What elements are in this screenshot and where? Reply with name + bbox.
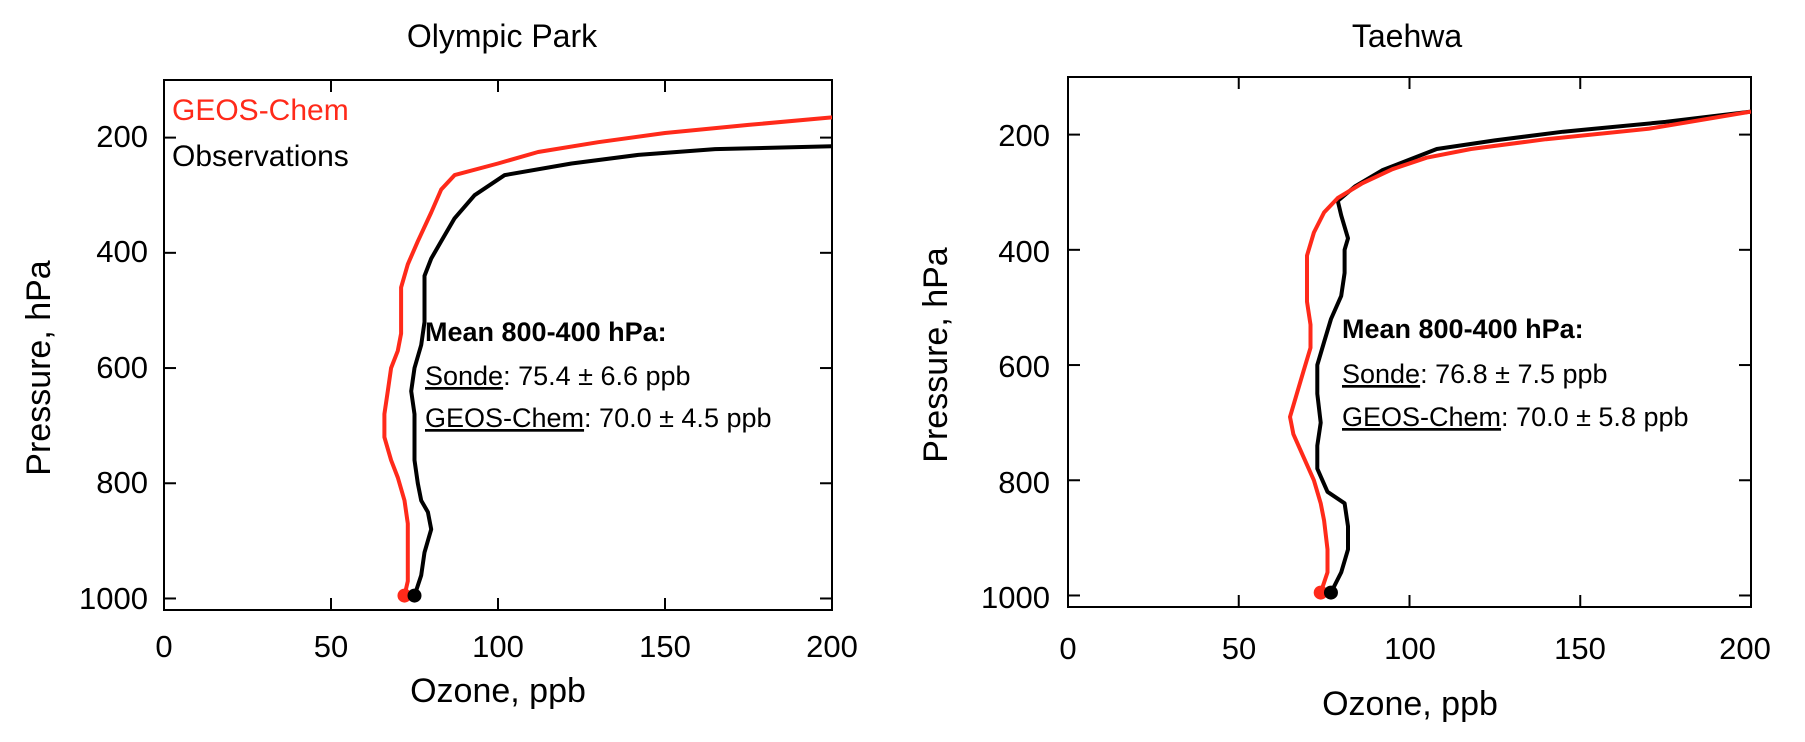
annotation-line-geos-chem: GEOS-Chem: 70.0 ± 5.8 ppb	[1342, 402, 1689, 432]
series-line-geos-chem-taehwa	[1288, 109, 1751, 594]
x-axis-label-olympic-park: Ozone, ppb	[410, 672, 586, 710]
x-axis-label-taehwa: Ozone, ppb	[1322, 685, 1498, 723]
x-tick-label: 200	[1719, 631, 1771, 666]
series-line-observations-taehwa	[1315, 109, 1751, 594]
annotation-value-sonde: : 75.4 ± 6.6 ppb	[503, 361, 690, 391]
series-line-geos-chem-olympic-park	[382, 115, 832, 597]
annotation-olympic-park: Mean 800-400 hPa: Sonde: 75.4 ± 6.6 ppb …	[425, 317, 772, 433]
series-olympic-park	[382, 115, 832, 603]
annotation-heading: Mean 800-400 hPa:	[1342, 314, 1584, 344]
y-axis-label-olympic-park: Pressure, hPa	[20, 260, 58, 476]
chart-title-taehwa: Taehwa	[1352, 18, 1463, 54]
y-tick-labels-olympic-park: 200 400 600 800 1000	[79, 119, 148, 616]
y-tick-label: 1000	[981, 580, 1050, 615]
tick-marks-olympic-park	[163, 80, 833, 610]
y-tick-label: 600	[998, 349, 1050, 384]
surface-marker-geos-chem	[397, 588, 412, 603]
surface-marker-observations	[1323, 585, 1338, 600]
annotation-label-sonde: Sonde	[425, 361, 503, 391]
y-tick-label: 200	[998, 118, 1050, 153]
annotation-line-sonde: Sonde: 76.8 ± 7.5 ppb	[1342, 359, 1608, 389]
annotation-heading: Mean 800-400 hPa:	[425, 317, 667, 347]
panel-taehwa: Taehwa 200 400 600 800 1000 0 50 100 150…	[917, 18, 1771, 723]
annotation-taehwa: Mean 800-400 hPa: Sonde: 76.8 ± 7.5 ppb …	[1342, 314, 1689, 432]
x-tick-labels-taehwa: 0 50 100 150 200	[1059, 631, 1770, 666]
annotation-line-geos-chem: GEOS-Chem: 70.0 ± 4.5 ppb	[425, 403, 772, 433]
annotation-label-sonde: Sonde	[1342, 359, 1420, 389]
annotation-label-geos-chem: GEOS-Chem	[1342, 402, 1501, 432]
series-taehwa	[1288, 109, 1751, 600]
y-tick-label: 600	[96, 350, 148, 385]
x-tick-label: 50	[1222, 631, 1256, 666]
y-axis-label-taehwa: Pressure, hPa	[917, 247, 955, 463]
y-tick-label: 400	[998, 234, 1050, 269]
legend-item-observations: Observations	[172, 140, 349, 173]
x-tick-label: 100	[472, 629, 524, 664]
series-line-observations-olympic-park	[409, 144, 832, 597]
x-tick-labels-olympic-park: 0 50 100 150 200	[155, 629, 857, 664]
annotation-value-geos-chem: : 70.0 ± 4.5 ppb	[584, 403, 771, 433]
y-tick-label: 400	[96, 234, 148, 269]
x-tick-label: 0	[155, 629, 172, 664]
annotation-label-geos-chem: GEOS-Chem	[425, 403, 584, 433]
x-tick-label: 150	[639, 629, 691, 664]
chart-title-olympic-park: Olympic Park	[407, 18, 598, 54]
y-tick-label: 200	[96, 119, 148, 154]
y-tick-label: 800	[998, 465, 1050, 500]
y-tick-label: 800	[96, 465, 148, 500]
y-tick-label: 1000	[79, 581, 148, 616]
surface-marker-geos-chem	[1313, 585, 1328, 600]
y-tick-labels-taehwa: 200 400 600 800 1000	[981, 118, 1050, 615]
annotation-line-sonde: Sonde: 75.4 ± 6.6 ppb	[425, 361, 691, 391]
tick-marks-taehwa	[1067, 77, 1752, 607]
surface-marker-observations	[407, 588, 422, 603]
x-tick-label: 50	[314, 629, 348, 664]
x-tick-label: 100	[1384, 631, 1436, 666]
annotation-value-geos-chem: : 70.0 ± 5.8 ppb	[1501, 402, 1688, 432]
panel-olympic-park: Olympic Park 200 400 600 800 1000 0 50 1…	[20, 18, 858, 710]
x-tick-label: 200	[806, 629, 858, 664]
annotation-value-sonde: : 76.8 ± 7.5 ppb	[1420, 359, 1607, 389]
legend-item-geos-chem: GEOS-Chem	[172, 94, 349, 127]
x-tick-label: 150	[1554, 631, 1606, 666]
x-tick-label: 0	[1059, 631, 1076, 666]
